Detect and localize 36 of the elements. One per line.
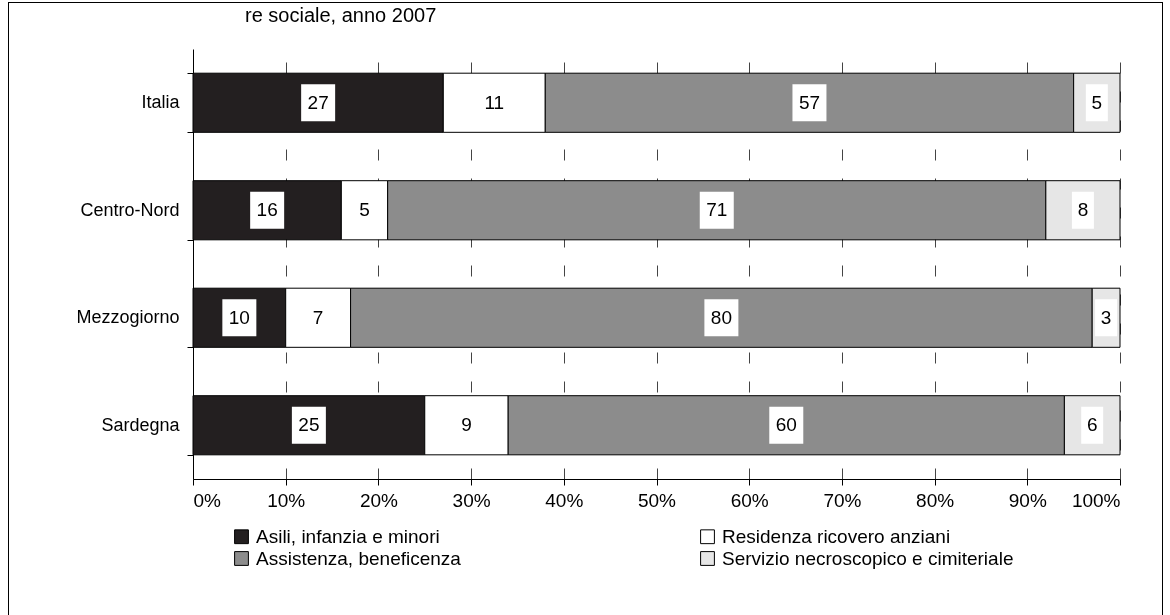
y-tick-label: Italia bbox=[141, 92, 181, 113]
x-tick-label: 70% bbox=[823, 489, 862, 511]
x-tick-label: 100% bbox=[1071, 489, 1121, 511]
data-label: 60 bbox=[775, 414, 797, 436]
y-tick-label: Sardegna bbox=[101, 414, 181, 435]
data-label: 80 bbox=[710, 306, 732, 328]
data-label: 6 bbox=[1086, 414, 1098, 436]
x-tick-label: 50% bbox=[637, 489, 677, 511]
data-label: 16 bbox=[256, 199, 278, 221]
data-label: 71 bbox=[706, 199, 728, 221]
legend-label: Assistenza, beneficenza bbox=[256, 547, 462, 569]
data-label: 25 bbox=[298, 414, 320, 436]
x-tick-label: 20% bbox=[359, 489, 399, 511]
x-tick-label: 90% bbox=[1008, 489, 1047, 511]
data-label: 7 bbox=[312, 306, 324, 328]
data-label: 5 bbox=[359, 199, 370, 221]
legend-label: Asili, infanzia e minori bbox=[256, 525, 440, 547]
legend-label: Servizio necroscopico e cimiteriale bbox=[722, 547, 1014, 569]
data-label: 5 bbox=[1091, 91, 1103, 113]
chart-title: re sociale, anno 2007 bbox=[245, 4, 437, 26]
data-label: 8 bbox=[1077, 199, 1089, 221]
data-label: 9 bbox=[461, 414, 472, 436]
x-tick-label: 60% bbox=[730, 489, 769, 511]
y-tick-label: Mezzogiorno bbox=[76, 307, 180, 328]
data-label: 10 bbox=[228, 306, 250, 328]
x-tick-label: 10% bbox=[267, 489, 306, 511]
legend-label: Residenza ricovero anziani bbox=[722, 525, 951, 547]
x-tick-label: 0% bbox=[193, 489, 222, 511]
data-label: 57 bbox=[798, 91, 821, 113]
x-tick-label: 80% bbox=[916, 489, 955, 511]
data-label: 3 bbox=[1100, 306, 1112, 328]
x-tick-label: 40% bbox=[545, 489, 584, 511]
x-tick-label: 30% bbox=[452, 489, 491, 511]
y-tick-label: Centro-Nord bbox=[80, 199, 180, 220]
data-label: 11 bbox=[484, 91, 505, 113]
data-label: 27 bbox=[307, 91, 329, 113]
